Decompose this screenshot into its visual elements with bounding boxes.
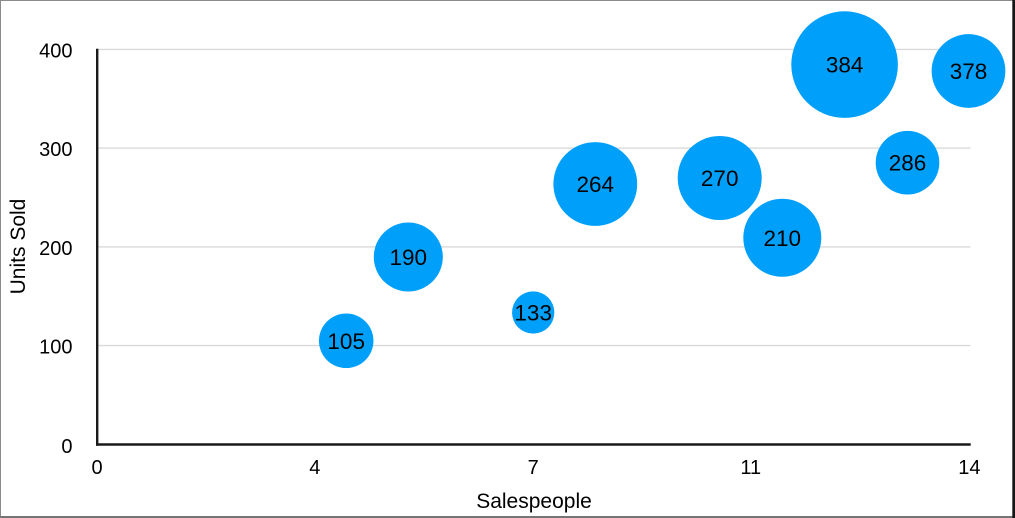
svg-text:7: 7	[528, 457, 539, 479]
svg-text:Salespeople: Salespeople	[476, 490, 592, 513]
svg-text:270: 270	[701, 166, 739, 191]
svg-text:100: 100	[39, 337, 72, 359]
svg-text:200: 200	[39, 238, 72, 260]
svg-text:133: 133	[514, 301, 552, 326]
svg-text:0: 0	[61, 436, 72, 458]
svg-text:190: 190	[390, 245, 428, 270]
svg-text:14: 14	[958, 457, 980, 479]
svg-text:210: 210	[764, 226, 802, 251]
svg-text:105: 105	[327, 329, 365, 354]
svg-text:300: 300	[39, 139, 72, 161]
svg-text:378: 378	[950, 59, 988, 84]
svg-text:4: 4	[309, 457, 320, 479]
svg-text:Units Sold: Units Sold	[7, 199, 30, 295]
svg-text:264: 264	[577, 172, 615, 197]
svg-text:11: 11	[740, 457, 761, 479]
svg-text:0: 0	[91, 457, 102, 479]
svg-text:400: 400	[39, 41, 72, 63]
svg-text:286: 286	[889, 151, 927, 176]
svg-text:384: 384	[826, 53, 864, 78]
